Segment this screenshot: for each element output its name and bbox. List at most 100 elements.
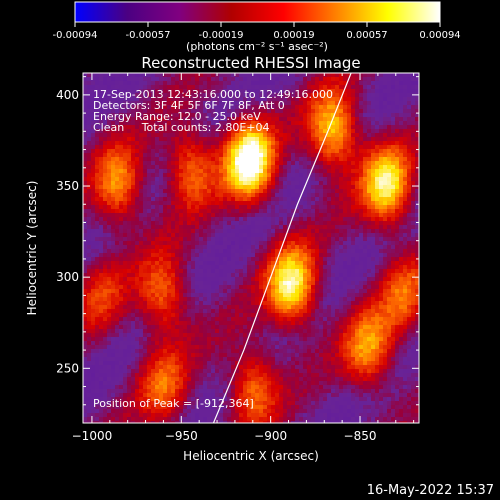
heatmap-cell: [99, 245, 103, 249]
heatmap-cell: [239, 225, 243, 229]
heatmap-cell: [291, 217, 295, 221]
heatmap-cell: [155, 281, 159, 285]
heatmap-cell: [147, 169, 151, 173]
heatmap-cell: [315, 173, 319, 177]
heatmap-cell: [319, 121, 323, 125]
heatmap-cell: [247, 253, 251, 257]
heatmap-cell: [215, 77, 219, 81]
heatmap-cell: [263, 73, 267, 77]
heatmap-cell: [99, 73, 103, 77]
heatmap-cell: [307, 161, 311, 165]
heatmap-cell: [391, 141, 395, 145]
heatmap-cell: [371, 121, 375, 125]
heatmap-cell: [279, 177, 283, 181]
heatmap-cell: [99, 177, 103, 181]
heatmap-cell: [303, 121, 307, 125]
heatmap-cell: [199, 133, 203, 137]
heatmap-cell: [223, 193, 227, 197]
heatmap-cell: [271, 129, 275, 133]
heatmap-cell: [219, 197, 223, 201]
heatmap-cell: [403, 85, 407, 89]
heatmap-cell: [367, 229, 371, 233]
heatmap-cell: [123, 101, 127, 105]
heatmap-cell: [383, 161, 387, 165]
heatmap-cell: [131, 105, 135, 109]
heatmap-cell: [327, 109, 331, 113]
heatmap-cell: [151, 221, 155, 225]
heatmap-cell: [295, 93, 299, 97]
heatmap-cell: [199, 221, 203, 225]
heatmap-cell: [223, 109, 227, 113]
heatmap-cell: [227, 257, 231, 261]
heatmap-cell: [415, 153, 419, 157]
heatmap-cell: [243, 165, 247, 169]
heatmap-cell: [159, 73, 163, 77]
heatmap-cell: [127, 225, 131, 229]
heatmap-cell: [235, 77, 239, 81]
heatmap-cell: [183, 149, 187, 153]
heatmap-cell: [127, 297, 131, 301]
heatmap-cell: [263, 101, 267, 105]
heatmap-cell: [331, 261, 335, 265]
heatmap-cell: [319, 249, 323, 253]
heatmap-cell: [355, 101, 359, 105]
heatmap-cell: [143, 81, 147, 85]
heatmap-cell: [219, 125, 223, 129]
heatmap-cell: [107, 241, 111, 245]
heatmap-cell: [271, 121, 275, 125]
heatmap-cell: [183, 217, 187, 221]
heatmap-cell: [231, 217, 235, 221]
heatmap-cell: [111, 141, 115, 145]
heatmap-cell: [327, 245, 331, 249]
heatmap-cell: [375, 297, 379, 301]
heatmap-cell: [247, 101, 251, 105]
heatmap-cell: [263, 145, 267, 149]
heatmap-cell: [239, 173, 243, 177]
heatmap-cell: [283, 285, 287, 289]
heatmap-cell: [195, 277, 199, 281]
heatmap-cell: [119, 173, 123, 177]
heatmap-cell: [319, 229, 323, 233]
heatmap-cell: [263, 97, 267, 101]
heatmap-cell: [283, 125, 287, 129]
heatmap-cell: [387, 277, 391, 281]
heatmap-cell: [119, 153, 123, 157]
heatmap-cell: [339, 85, 343, 89]
heatmap-cell: [183, 177, 187, 181]
heatmap-cell: [347, 125, 351, 129]
heatmap-cell: [367, 265, 371, 269]
heatmap-cell: [103, 289, 107, 293]
heatmap-cell: [87, 293, 91, 297]
heatmap-cell: [87, 89, 91, 93]
heatmap-cell: [231, 289, 235, 293]
heatmap-cell: [91, 201, 95, 205]
heatmap-cell: [187, 269, 191, 273]
heatmap-cell: [131, 141, 135, 145]
heatmap-cell: [191, 73, 195, 77]
heatmap-cell: [115, 125, 119, 129]
heatmap-cell: [411, 233, 415, 237]
heatmap-cell: [367, 153, 371, 157]
heatmap-cell: [159, 201, 163, 205]
heatmap-cell: [291, 193, 295, 197]
heatmap-cell: [255, 249, 259, 253]
heatmap-cell: [131, 209, 135, 213]
heatmap-cell: [167, 105, 171, 109]
heatmap-cell: [119, 165, 123, 169]
heatmap-cell: [179, 281, 183, 285]
heatmap-cell: [163, 285, 167, 289]
heatmap-cell: [127, 145, 131, 149]
heatmap-cell: [155, 149, 159, 153]
heatmap-cell: [151, 113, 155, 117]
heatmap-cell: [139, 265, 143, 269]
heatmap-cell: [255, 133, 259, 137]
heatmap-cell: [311, 185, 315, 189]
heatmap-cell: [159, 241, 163, 245]
heatmap-cell: [111, 293, 115, 297]
heatmap-cell: [111, 265, 115, 269]
heatmap-cell: [415, 233, 419, 237]
heatmap-cell: [283, 93, 287, 97]
heatmap-cell: [403, 133, 407, 137]
heatmap-cell: [415, 169, 419, 173]
heatmap-cell: [175, 185, 179, 189]
